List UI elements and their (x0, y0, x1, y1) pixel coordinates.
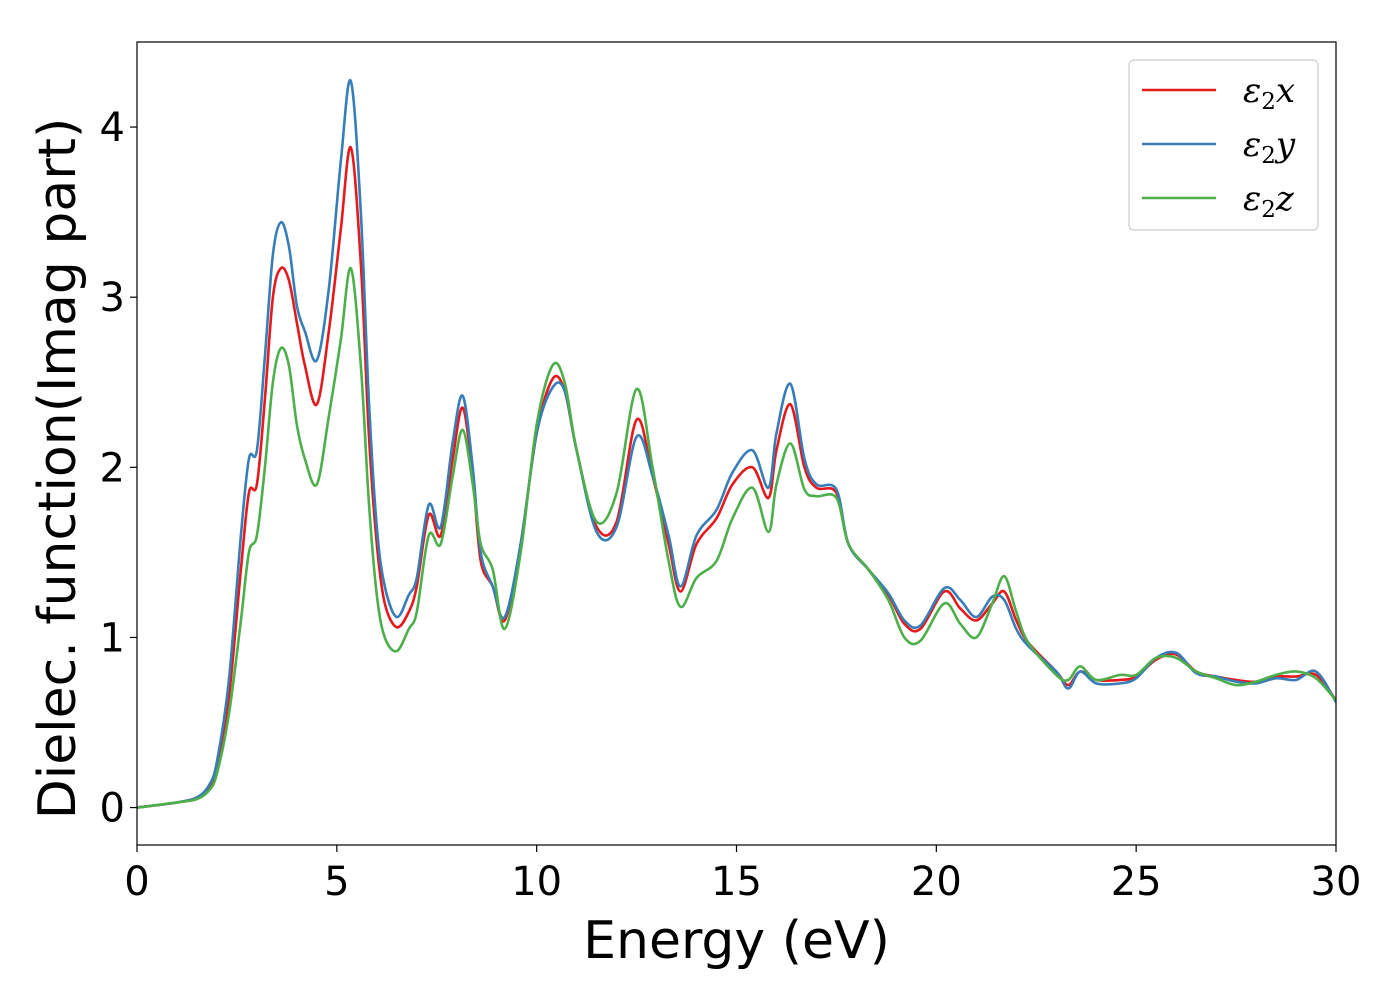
y-tick-label: 1 (100, 615, 125, 661)
series-line-x (137, 146, 1336, 809)
y-axis: 0 1 2 3 4 (100, 105, 137, 832)
x-tick-label: 30 (1311, 859, 1362, 905)
x-axis: 0 5 10 15 20 25 30 (124, 845, 1361, 905)
legend: ε2x ε2y ε2z (1128, 59, 1319, 231)
legend-item-z: ε2z (1142, 179, 1295, 223)
x-tick-label: 10 (511, 859, 562, 905)
x-tick-label: 25 (1111, 859, 1162, 905)
y-axis-title: Dielec. function(Imag part) (28, 118, 88, 820)
legend-item-x: ε2x (1142, 71, 1295, 115)
legend-label: ε2z (1243, 179, 1295, 223)
legend-label: ε2y (1243, 125, 1296, 169)
legend-box (1128, 59, 1319, 231)
x-tick-label: 20 (911, 859, 962, 905)
x-axis-title: Energy (eV) (583, 911, 890, 971)
y-tick-label: 2 (100, 445, 125, 491)
series-layer (137, 79, 1336, 809)
y-tick-label: 4 (100, 105, 125, 151)
y-tick-label: 3 (100, 275, 125, 321)
y-tick-label: 0 (100, 786, 125, 832)
series-line-y (137, 79, 1336, 809)
x-tick-label: 15 (711, 859, 762, 905)
x-tick-label: 5 (324, 859, 349, 905)
legend-label: ε2x (1243, 71, 1295, 115)
x-tick-label: 0 (124, 859, 149, 905)
legend-item-y: ε2y (1142, 125, 1296, 169)
series-line-z (137, 266, 1336, 809)
